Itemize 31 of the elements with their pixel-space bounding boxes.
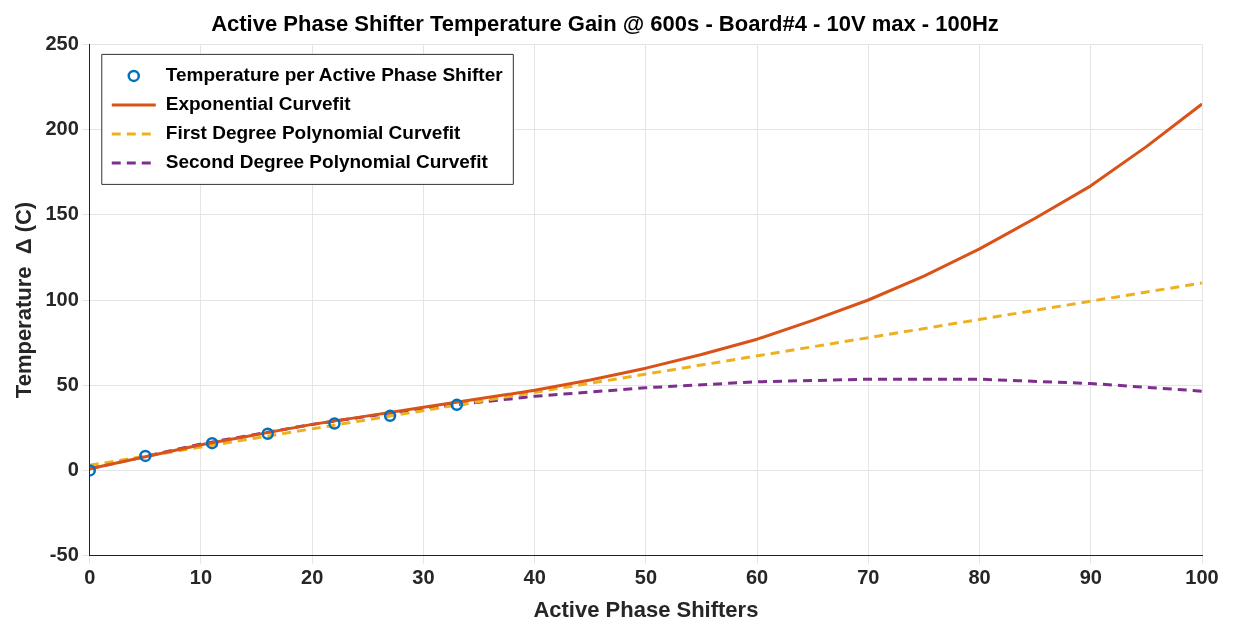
y-axis-title: Temperature Δ (C): [11, 201, 37, 399]
x-tick-label: 100: [1185, 566, 1219, 589]
point: [261, 427, 274, 441]
y-tick-label: 50: [56, 372, 79, 395]
legend-label: Exponential Curvefit: [165, 93, 352, 115]
x-tick-label: 0: [84, 566, 96, 589]
x-tick-label: 20: [301, 566, 324, 589]
legend-label: First Degree Polynomial Curvefit: [165, 122, 462, 144]
legend-label: Temperature per Active Phase Shifter: [165, 64, 504, 86]
x-tick-label: 50: [634, 566, 658, 589]
point: [328, 417, 341, 430]
x-tick-label: 40: [523, 566, 546, 589]
x-tick-label: 60: [745, 566, 769, 589]
x-tick-label: 70: [857, 566, 880, 589]
chart-title: Active Phase Shifter Temperature Gain @ 600s - Board#4 - 10V max - 100Hz: [211, 11, 999, 37]
y-tick-label: 100: [45, 287, 79, 310]
point: [205, 436, 219, 450]
x-tick-label: 10: [189, 566, 213, 589]
y-tick-label: -50: [49, 543, 79, 566]
y-tick-label: 250: [45, 31, 79, 54]
y-tick-label: 150: [45, 202, 79, 225]
y-tick-label: 200: [45, 117, 79, 140]
x-tick-label: 80: [968, 566, 991, 589]
legend-label: Second Degree Polynomial Curvefit: [165, 151, 489, 173]
x-axis-title: Active Phase Shifters: [533, 596, 759, 622]
x-tick-label: 90: [1079, 566, 1102, 589]
point: [383, 409, 397, 423]
point: [139, 449, 152, 463]
point: [450, 398, 464, 412]
y-tick-label: 0: [67, 457, 79, 480]
x-tick-label: 30: [412, 566, 435, 589]
